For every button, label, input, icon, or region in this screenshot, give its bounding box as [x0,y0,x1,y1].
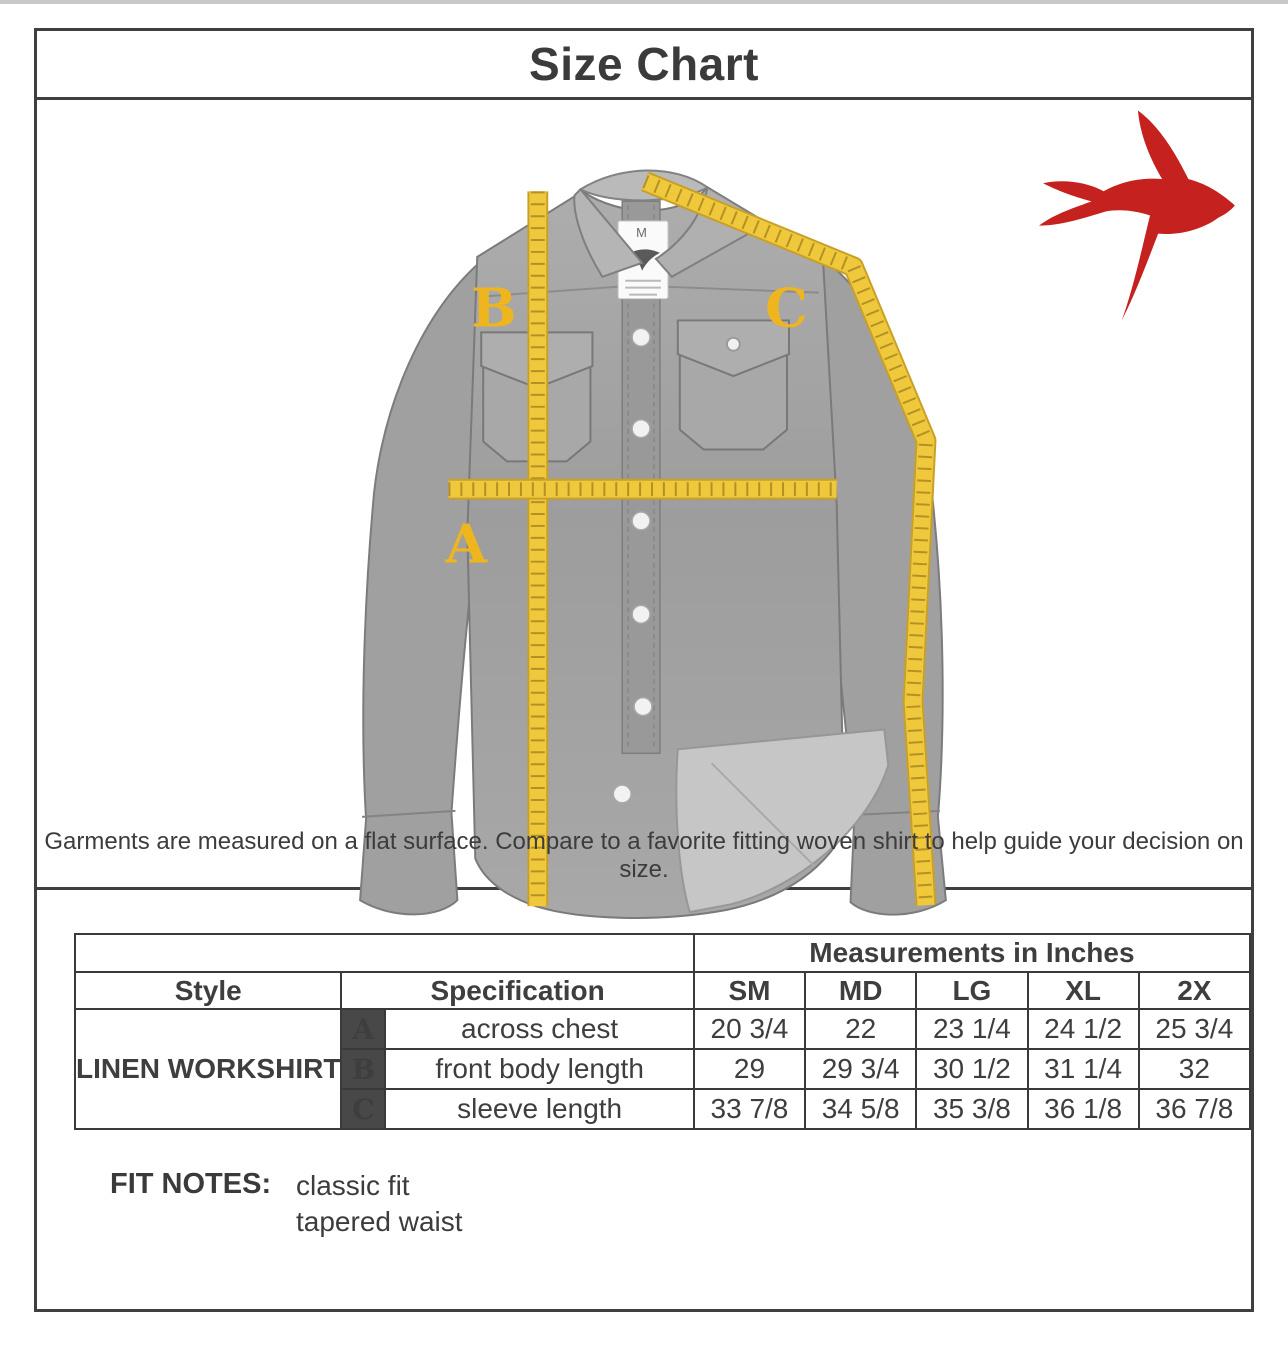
overlay-label-b: B [471,276,516,339]
shirt-illustration: M [330,106,970,930]
tape-measure-c [641,171,937,906]
letter-badge-c: C [340,1088,387,1130]
letter-badge-b: B [340,1048,387,1090]
table-row-sleeve-length: C sleeve length 33 7/8 34 5/8 35 3/8 36 … [75,1088,1252,1130]
fit-notes-label: FIT NOTES: [110,1168,272,1200]
brand-bird-logo-icon [1037,106,1249,324]
shirt-left-pocket [480,331,594,463]
page-title: Size Chart [529,38,759,90]
shirt-svg: M [359,169,947,919]
value-cell: 31 1/4 [1026,1048,1140,1090]
size-header-lg: LG [915,971,1029,1010]
value-cell: 30 1/2 [915,1048,1029,1090]
style-header-cell: Style [73,971,343,1010]
size-header-md: MD [804,971,918,1010]
shirt-collar-left [573,187,644,278]
style-name-cell: LINEN WORKSHIRT [73,1008,343,1130]
fit-note-line: tapered waist [296,1206,463,1238]
size-chart-page: Size Chart [34,28,1254,1312]
table-row-front-body-length: B front body length 29 29 3/4 30 1/2 31 … [75,1048,1252,1090]
overlay-label-a: A [444,513,488,576]
value-cell: 22 [804,1008,918,1050]
table-section: Measurements in Inches Style Specificati… [37,890,1252,1237]
value-cell: 36 1/8 [1026,1088,1140,1130]
fit-notes: FIT NOTES: classic fit tapered waist [110,1168,463,1241]
title-section: Size Chart [37,31,1251,100]
shirt-left-sleeve [359,260,485,916]
spec-cell: front body length [384,1048,695,1090]
table-row-across-chest: LINEN WORKSHIRT A across chest 20 3/4 22… [73,1008,1252,1130]
value-cell: 36 7/8 [1137,1088,1252,1130]
value-cell: 35 3/8 [915,1088,1029,1130]
size-header-2x: 2X [1137,971,1252,1010]
value-cell: 32 [1137,1048,1252,1090]
shirt-right-pocket [676,319,790,451]
fit-notes-values: classic fit tapered waist [296,1168,463,1241]
value-cell: 24 1/2 [1026,1008,1140,1050]
spec-cell: across chest [384,1008,695,1050]
overlay-label-c: C [765,276,808,339]
value-cell: 34 5/8 [804,1088,918,1130]
size-header-sm: SM [692,971,807,1010]
letter-badge-a: A [340,1008,387,1050]
fit-note-line: classic fit [296,1170,410,1201]
value-cell: 33 7/8 [692,1088,807,1130]
size-header-xl: XL [1026,971,1140,1010]
spec-cell: sleeve length [384,1088,695,1130]
value-cell: 23 1/4 [915,1008,1029,1050]
value-cell: 25 3/4 [1137,1008,1252,1050]
shirt-flipped-hem [675,728,890,914]
size-table: Measurements in Inches Style Specificati… [73,933,1252,1130]
collar-tag-size: M [636,225,647,240]
value-cell: 20 3/4 [692,1008,807,1050]
table-blank-area [74,933,695,973]
value-cell: 29 3/4 [804,1048,918,1090]
group-header-cell: Measurements in Inches [692,933,1252,973]
spec-header-cell: Specification [340,971,695,1010]
window-top-strip [0,0,1288,4]
measurement-caption: Garments are measured on a flat surface.… [44,828,1244,883]
value-cell: 29 [692,1048,807,1090]
shirt-diagram-panel: M [37,100,1251,919]
